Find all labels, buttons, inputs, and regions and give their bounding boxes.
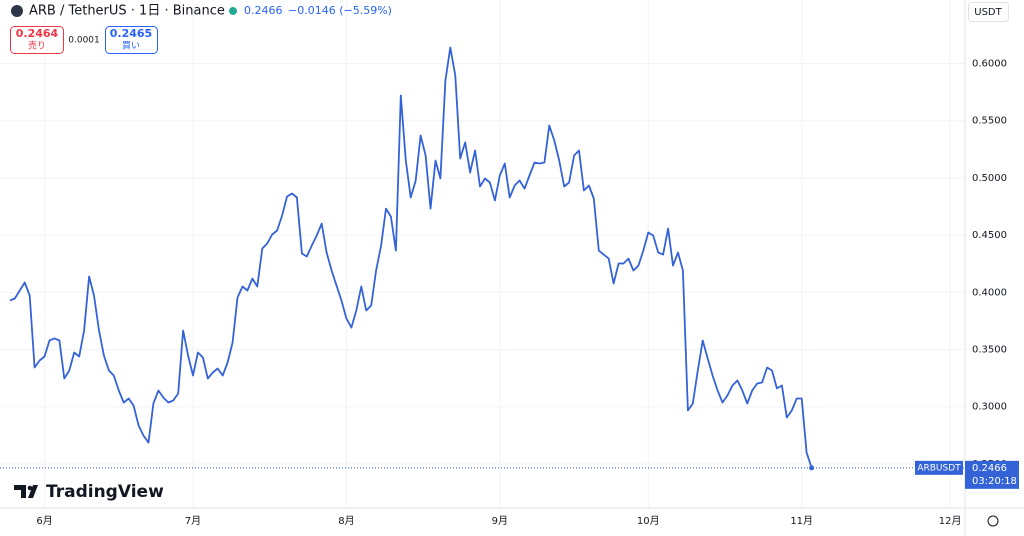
price-change: −0.0146 (−5.59%) <box>288 4 392 17</box>
price-tag <box>965 460 1019 489</box>
symbol-icon <box>11 5 23 17</box>
x-tick-label: 7月 <box>185 515 201 527</box>
last-price: 0.2466 <box>244 4 283 17</box>
y-tick-label: 0.3500 <box>972 345 1007 356</box>
logo-icon <box>14 485 38 498</box>
x-tick-label: 9月 <box>492 515 508 527</box>
countdown-text: 03:20:18 <box>972 476 1017 487</box>
y-tick-label: 0.6000 <box>972 59 1007 70</box>
grid <box>0 0 965 508</box>
symbol-tag-text: ARBUSDT <box>917 463 961 473</box>
x-tick-label: 6月 <box>36 515 52 527</box>
y-tick-label: 0.4500 <box>972 230 1007 241</box>
logo-text[interactable]: TradingView <box>46 482 164 502</box>
x-tick-label: 11月 <box>790 515 813 527</box>
axes: 0.25000.30000.35000.40000.45000.50000.55… <box>36 59 1019 527</box>
y-tick-label: 0.5500 <box>972 116 1007 127</box>
x-tick-label: 8月 <box>338 515 354 527</box>
spread: 0.0001 <box>68 36 100 46</box>
buy-label: 買い <box>122 41 140 52</box>
y-tick-label: 0.5000 <box>972 173 1007 184</box>
y-tick-label: 0.3000 <box>972 402 1007 413</box>
symbol-title[interactable]: ARB / TetherUS · 1日 · Binance <box>29 4 225 19</box>
logo-dot <box>27 485 33 491</box>
currency-button[interactable] <box>968 2 1009 22</box>
symbol-tag <box>915 460 963 475</box>
plot <box>0 46 965 471</box>
market-status[interactable] <box>229 7 237 15</box>
settings-icon[interactable] <box>987 515 999 527</box>
last-point <box>809 465 815 471</box>
x-tick-label: 10月 <box>637 515 660 527</box>
buy-price: 0.2465 <box>110 27 152 40</box>
price-tag-text: 0.2466 <box>972 463 1007 474</box>
currency: USDT <box>974 7 1002 18</box>
x-tick-label: 12月 <box>939 515 962 527</box>
sell-price: 0.2464 <box>16 27 59 40</box>
sell-button[interactable] <box>10 26 64 54</box>
sell-label: 売り <box>28 40 46 52</box>
buy-button[interactable] <box>105 26 158 54</box>
price-line <box>9 46 813 469</box>
y-tick-label: 0.4000 <box>972 287 1007 298</box>
